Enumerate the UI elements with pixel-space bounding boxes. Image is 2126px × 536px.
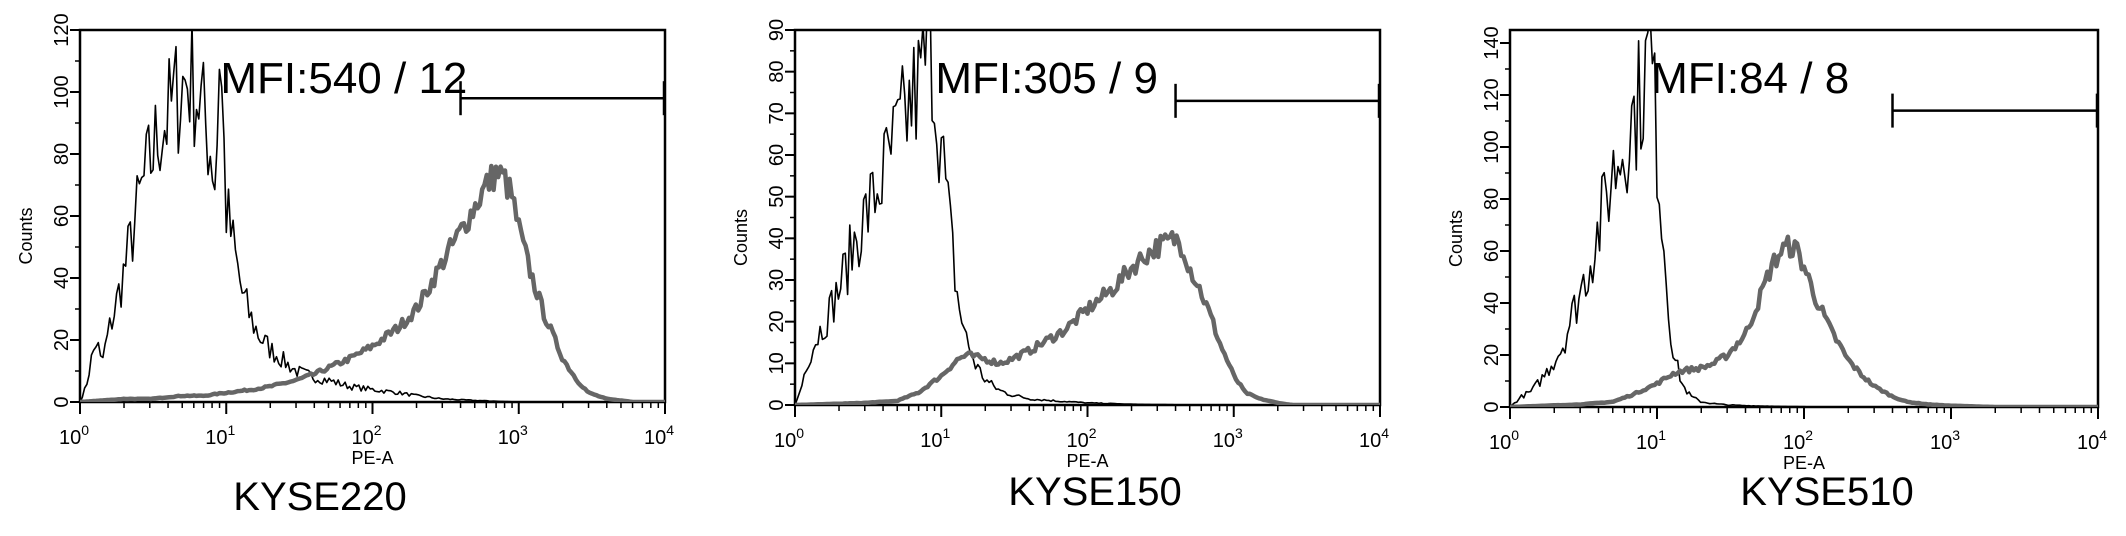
cell-line-label: KYSE150 — [1008, 470, 1181, 514]
y-tick-label: 0 — [51, 396, 73, 407]
stained-histogram-line — [795, 229, 1380, 405]
x-tick-exponent: 2 — [1805, 427, 1813, 443]
x-tick-exponent: 1 — [942, 425, 950, 441]
x-tick-base: 10 — [1930, 432, 1952, 454]
x-tick-exponent: 1 — [1658, 427, 1666, 443]
x-tick-label: 101 — [1636, 427, 1666, 454]
y-tick-label: 10 — [766, 352, 788, 374]
x-tick-exponent: 0 — [1511, 427, 1519, 443]
x-tick-exponent: 2 — [1089, 425, 1097, 441]
mfi-annotation: MFI:305 / 9 — [935, 54, 1158, 103]
x-tick-base: 10 — [1213, 430, 1235, 452]
y-tick-label: 100 — [1481, 130, 1503, 163]
x-tick-label: 101 — [920, 425, 950, 452]
y-tick-label: 0 — [1481, 401, 1503, 412]
x-tick-label: 102 — [1066, 425, 1096, 452]
x-tick-base: 10 — [644, 427, 666, 449]
x-tick-base: 10 — [351, 427, 373, 449]
x-tick-exponent: 3 — [1952, 427, 1960, 443]
y-tick-label: 80 — [766, 61, 788, 83]
y-tick-label: 60 — [1481, 240, 1503, 262]
x-tick-base: 10 — [2077, 432, 2099, 454]
x-tick-label: 103 — [498, 422, 528, 449]
y-tick-label: 20 — [51, 329, 73, 351]
y-tick-label: 30 — [766, 269, 788, 291]
cell-line-label: KYSE510 — [1740, 470, 1913, 514]
x-tick-label: 100 — [1489, 427, 1519, 454]
y-tick-label: 20 — [766, 311, 788, 333]
y-tick-label: 70 — [766, 102, 788, 124]
isotype-histogram-line — [1510, 30, 2098, 407]
y-axis-label: Counts — [731, 209, 751, 266]
y-tick-label: 50 — [766, 186, 788, 208]
stained-histogram-line — [1510, 234, 2098, 407]
x-tick-exponent: 1 — [227, 422, 235, 438]
x-tick-label: 104 — [2077, 427, 2107, 454]
x-tick-label: 103 — [1930, 427, 1960, 454]
mfi-annotation: MFI:84 / 8 — [1651, 54, 1849, 103]
x-tick-base: 10 — [1359, 430, 1381, 452]
x-tick-base: 10 — [498, 427, 520, 449]
x-tick-exponent: 0 — [796, 425, 804, 441]
x-tick-exponent: 4 — [666, 422, 674, 438]
x-tick-label: 104 — [644, 422, 674, 449]
y-tick-label: 60 — [51, 205, 73, 227]
mfi-annotation: MFI:540 / 12 — [220, 54, 467, 103]
x-tick-base: 10 — [774, 430, 796, 452]
y-axis-label: Counts — [1446, 210, 1466, 267]
y-tick-label: 80 — [1481, 188, 1503, 210]
cell-line-label: KYSE220 — [233, 475, 406, 519]
x-tick-exponent: 4 — [2099, 427, 2107, 443]
x-tick-base: 10 — [1636, 432, 1658, 454]
y-tick-label: 20 — [1481, 344, 1503, 366]
x-axis-label: PE-A — [1066, 451, 1108, 471]
y-tick-label: 120 — [51, 13, 73, 46]
x-tick-exponent: 3 — [520, 422, 528, 438]
y-tick-label: 40 — [51, 267, 73, 289]
y-tick-label: 40 — [766, 227, 788, 249]
x-tick-exponent: 3 — [1235, 425, 1243, 441]
x-tick-exponent: 2 — [374, 422, 382, 438]
x-tick-exponent: 0 — [81, 422, 89, 438]
y-axis-label: Counts — [16, 207, 36, 264]
x-tick-label: 100 — [59, 422, 89, 449]
isotype-histogram-line — [80, 30, 665, 402]
x-tick-exponent: 4 — [1381, 425, 1389, 441]
x-tick-base: 10 — [59, 427, 81, 449]
x-tick-label: 104 — [1359, 425, 1389, 452]
x-tick-base: 10 — [1783, 432, 1805, 454]
x-tick-label: 102 — [351, 422, 381, 449]
isotype-histogram-line — [795, 30, 1380, 405]
x-tick-label: 103 — [1213, 425, 1243, 452]
y-tick-label: 60 — [766, 144, 788, 166]
x-tick-base: 10 — [1489, 432, 1511, 454]
y-tick-label: 80 — [51, 143, 73, 165]
x-tick-label: 102 — [1783, 427, 1813, 454]
x-axis-label: PE-A — [351, 448, 393, 468]
x-tick-label: 100 — [774, 425, 804, 452]
x-tick-label: 101 — [205, 422, 235, 449]
x-axis-label: PE-A — [1783, 453, 1825, 473]
y-tick-label: 0 — [766, 399, 788, 410]
x-tick-base: 10 — [920, 430, 942, 452]
y-tick-label: 90 — [766, 19, 788, 41]
y-tick-label: 40 — [1481, 292, 1503, 314]
x-tick-base: 10 — [1066, 430, 1088, 452]
y-tick-label: 140 — [1481, 26, 1503, 59]
x-tick-base: 10 — [205, 427, 227, 449]
stained-histogram-line — [80, 163, 665, 402]
y-tick-label: 120 — [1481, 78, 1503, 111]
y-tick-label: 100 — [51, 75, 73, 108]
